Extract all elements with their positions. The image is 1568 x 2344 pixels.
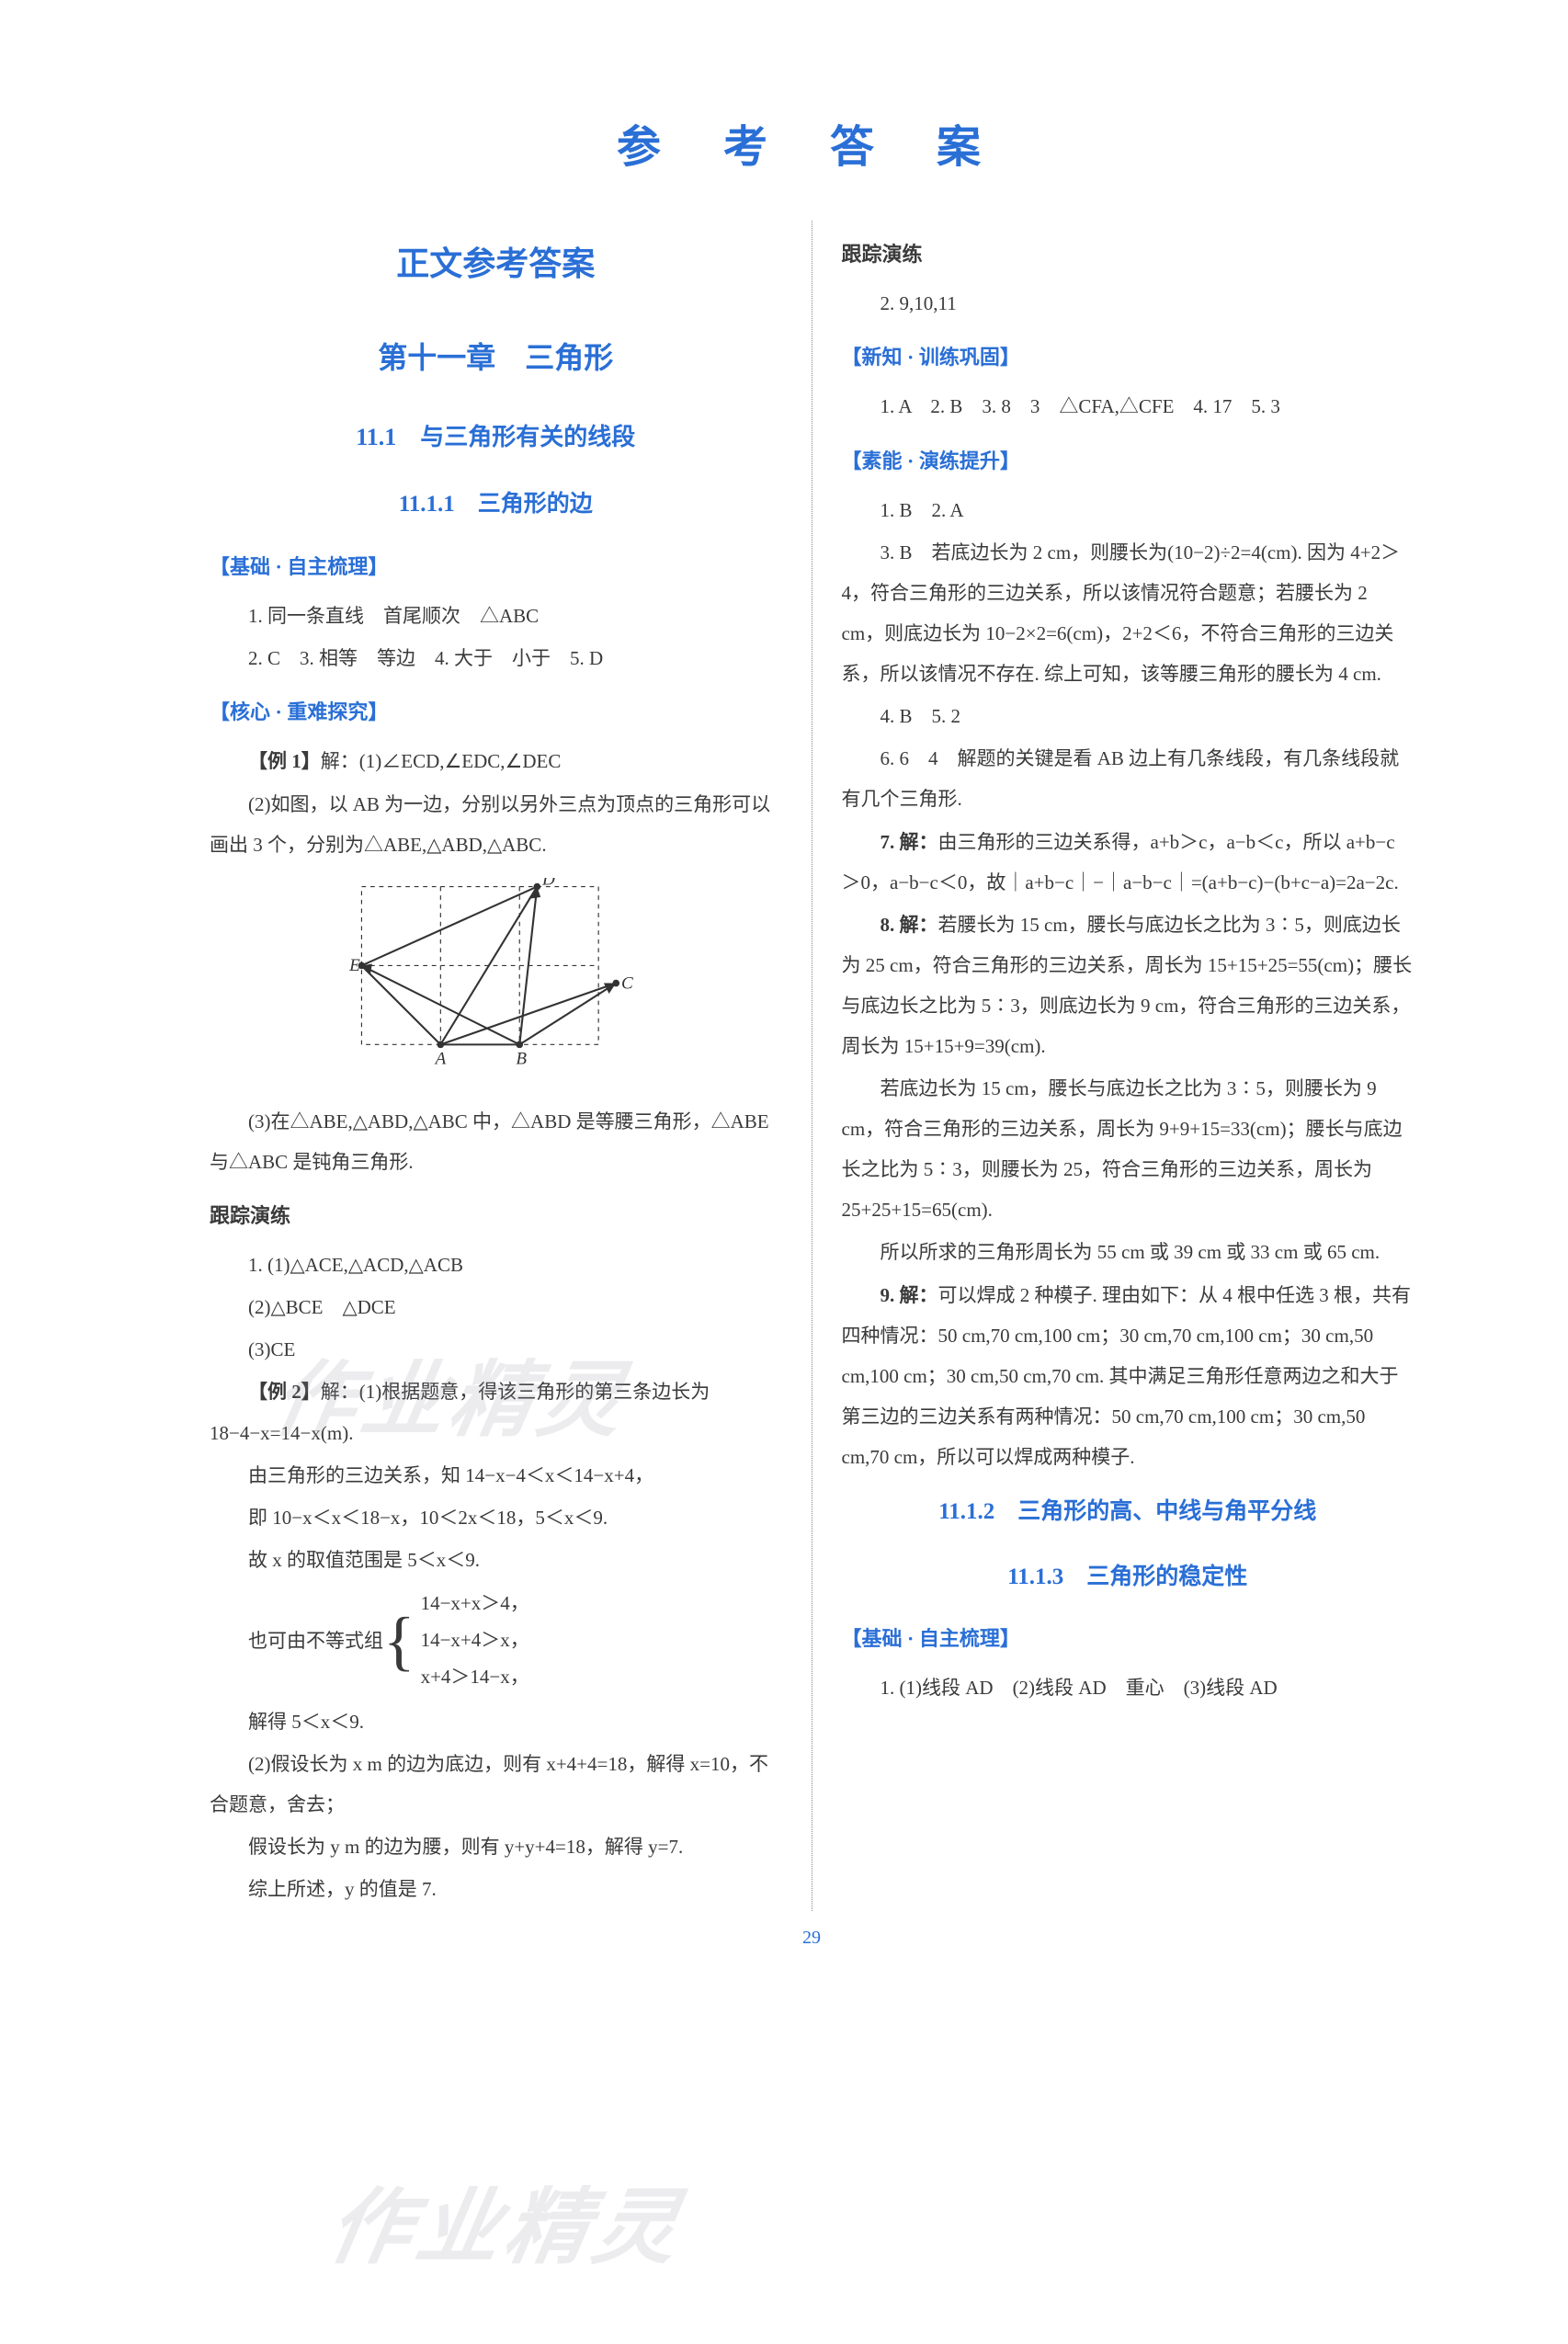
q8-label: 8. 解： xyxy=(881,914,938,936)
example-1-line: (2)如图，以 AB 为一边，分别以另外三点为顶点的三角形可以画出 3 个，分别… xyxy=(210,784,782,865)
page-title: 参 考 答 案 xyxy=(184,110,1439,175)
q9-label: 9. 解： xyxy=(881,1284,938,1306)
example-1-line: 【例 1】解：(1)∠ECD,∠EDC,∠DEC xyxy=(210,741,782,781)
diagram-label-A: A xyxy=(434,1049,447,1068)
left-brace-icon: { xyxy=(383,1608,415,1674)
heading-jichu-2: 【基础 · 自主梳理】 xyxy=(842,1618,1415,1660)
example-1-line: (3)在△ABE,△ABD,△ABC 中，△ABD 是等腰三角形，△ABE 与△… xyxy=(210,1101,782,1182)
xinzhi-line: 1. A 2. B 3. 8 3 △CFA,△CFE 4. 17 5. 3 xyxy=(842,386,1415,427)
subsection-11-1-2-title: 11.1.2 三角形的高、中线与角平分线 xyxy=(842,1488,1415,1537)
geometry-diagram: E D C A B xyxy=(210,878,782,1085)
left-column: 正文参考答案 第十一章 三角形 11.1 与三角形有关的线段 11.1.1 三角… xyxy=(184,221,808,1911)
jichu2-line: 1. (1)线段 AD (2)线段 AD 重心 (3)线段 AD xyxy=(842,1667,1415,1708)
heading-hexin: 【核心 · 重难探究】 xyxy=(210,691,782,734)
example-2-line: 故 x 的取值范围是 5＜x＜9. xyxy=(210,1540,782,1580)
heading-suneng: 【素能 · 演练提升】 xyxy=(842,440,1415,483)
brace-line: 14−x+x＞4， xyxy=(421,1586,529,1622)
right-column: 跟踪演练 2. 9,10,11 【新知 · 训练巩固】 1. A 2. B 3.… xyxy=(816,221,1440,1911)
watermark-text: 作业精灵 xyxy=(321,2160,695,2280)
sub-title: 正文参考答案 xyxy=(210,230,782,300)
suneng-line: 若底边长为 15 cm，腰长与底边长之比为 3∶5，则腰长为 9 cm，符合三角… xyxy=(842,1068,1415,1230)
diagram-label-D: D xyxy=(541,878,555,890)
section-11-1-title: 11.1 与三角形有关的线段 xyxy=(210,413,782,463)
two-column-layout: 正文参考答案 第十一章 三角形 11.1 与三角形有关的线段 11.1.1 三角… xyxy=(184,221,1439,1911)
genzong-line: 1. (1)△ACE,△ACD,△ACB xyxy=(210,1245,782,1285)
chapter-title: 第十一章 三角形 xyxy=(210,327,782,389)
brace-line: 14−x+4＞x， xyxy=(421,1622,529,1659)
example-2-line: (2)假设长为 x m 的边为底边，则有 x+4+4=18，解得 x=10，不合… xyxy=(210,1744,782,1825)
genzong-line: 2. 9,10,11 xyxy=(842,283,1415,324)
example-2-line: 【例 2】解：(1)根据题意，得该三角形的第三条边长为 18−4−x=14−x(… xyxy=(210,1371,782,1452)
diagram-label-B: B xyxy=(517,1049,528,1068)
heading-jichu: 【基础 · 自主梳理】 xyxy=(210,546,782,588)
brace-line: x+4＞14−x， xyxy=(421,1659,529,1696)
example-2-line: 假设长为 y m 的边为腰，则有 y+y+4=18，解得 y=7. xyxy=(210,1826,782,1867)
q9-text: 可以焊成 2 种模子. 理由如下：从 4 根中任选 3 根，共有四种情况：50 … xyxy=(842,1284,1412,1468)
suneng-line: 1. B 2. A xyxy=(842,490,1415,530)
page-number: 29 xyxy=(184,1928,1439,1949)
suneng-line: 所以所求的三角形周长为 55 cm 或 39 cm 或 33 cm 或 65 c… xyxy=(842,1232,1415,1272)
brace-intro-text: 也可由不等式组 xyxy=(248,1621,383,1661)
genzong-line: (3)CE xyxy=(210,1329,782,1370)
heading-xinzhi: 【新知 · 训练巩固】 xyxy=(842,336,1415,379)
diagram-label-E: E xyxy=(348,956,360,975)
example-1-label: 【例 1】 xyxy=(248,750,321,772)
subsection-11-1-3-title: 11.1.3 三角形的稳定性 xyxy=(842,1553,1415,1602)
example-2-label: 【例 2】 xyxy=(248,1381,321,1403)
example-2-line: 解得 5＜x＜9. xyxy=(210,1701,782,1742)
example-1-text: 解：(1)∠ECD,∠EDC,∠DEC xyxy=(321,750,562,772)
example-2-line: 综上所述，y 的值是 7. xyxy=(210,1869,782,1909)
q7-label: 7. 解： xyxy=(881,831,938,853)
jichu-line: 1. 同一条直线 首尾顺次 △ABC xyxy=(210,596,782,636)
suneng-line: 9. 解：可以焊成 2 种模子. 理由如下：从 4 根中任选 3 根，共有四种情… xyxy=(842,1275,1415,1477)
brace-lines: 14−x+x＞4， 14−x+4＞x， x+4＞14−x， xyxy=(421,1586,529,1696)
diagram-label-C: C xyxy=(621,973,633,993)
suneng-line: 3. B 若底边长为 2 cm，则腰长为(10−2)÷2=4(cm). 因为 4… xyxy=(842,532,1415,694)
subsection-11-1-1-title: 11.1.1 三角形的边 xyxy=(210,481,782,529)
example-2-line: 即 10−x＜x＜18−x，10＜2x＜18，5＜x＜9. xyxy=(210,1497,782,1538)
heading-genzong-2: 跟踪演练 xyxy=(842,233,1415,276)
genzong-line: (2)△BCE △DCE xyxy=(210,1287,782,1327)
suneng-line: 8. 解：若腰长为 15 cm，腰长与底边长之比为 3∶5，则底边长为 25 c… xyxy=(842,905,1415,1066)
suneng-line: 7. 解：由三角形的三边关系得，a+b＞c，a−b＜c，所以 a+b−c＞0，a… xyxy=(842,822,1415,903)
suneng-line: 6. 6 4 解题的关键是看 AB 边上有几条线段，有几条线段就有几个三角形. xyxy=(842,738,1415,819)
heading-genzong-1: 跟踪演练 xyxy=(210,1195,782,1237)
suneng-line: 4. B 5. 2 xyxy=(842,696,1415,736)
jichu-line: 2. C 3. 相等 等边 4. 大于 小于 5. D xyxy=(210,638,782,678)
example-2-line: 由三角形的三边关系，知 14−x−4＜x＜14−x+4， xyxy=(210,1455,782,1496)
inequality-system-brace: 也可由不等式组 { 14−x+x＞4， 14−x+4＞x， x+4＞14−x， xyxy=(248,1586,782,1696)
